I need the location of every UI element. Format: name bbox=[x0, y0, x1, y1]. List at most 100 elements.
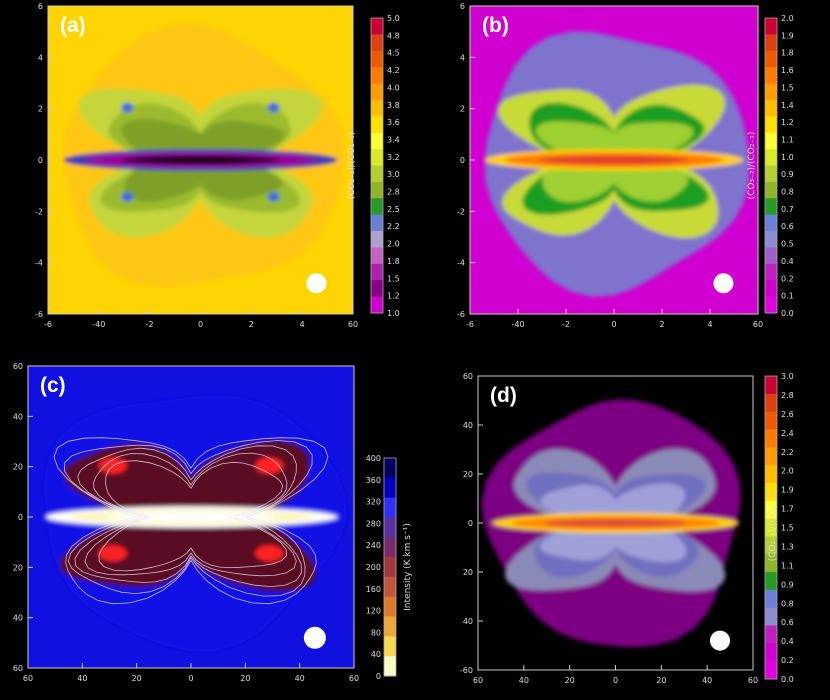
colorbar-segment bbox=[384, 557, 396, 578]
beam-marker bbox=[303, 626, 326, 649]
colorbar-tick-label: 280 bbox=[366, 519, 381, 528]
colorbar-segment bbox=[371, 214, 383, 232]
colorbar-segment bbox=[765, 165, 777, 183]
colorbar-tick-label: 0.6 bbox=[781, 618, 794, 627]
colorbar-segment bbox=[765, 447, 777, 466]
y-tick-label: 20 bbox=[463, 470, 473, 479]
colorbar-tick-label: 0.6 bbox=[781, 222, 794, 231]
colorbar-tick-label: 3.0 bbox=[387, 170, 400, 179]
colorbar-tick-label: 0.4 bbox=[781, 637, 794, 646]
colorbar-tick-label: 5.0 bbox=[387, 14, 400, 23]
colorbar-label: (CO₂₋₁)/(CO₁₋₀) bbox=[768, 494, 778, 562]
panel-d: (d) 60 40 20 0 20 40 60 60 40 20 0 20 40 -60 3.0 2.8 2.6 2… bbox=[460, 372, 794, 685]
colorbar-segment bbox=[384, 656, 396, 677]
colorbar-tick-label: 2.0 bbox=[781, 14, 794, 23]
colorbar-segment bbox=[765, 18, 777, 35]
colorbar-tick-label: 1.2 bbox=[387, 292, 400, 301]
colorbar-segment bbox=[384, 596, 396, 618]
colorbar-tick-label: 4.2 bbox=[387, 66, 400, 75]
y-tick-label: 6 bbox=[460, 2, 465, 11]
x-tick-label: 40 bbox=[77, 674, 87, 683]
intensity-map bbox=[48, 6, 353, 314]
colorbar-segment bbox=[765, 247, 777, 265]
x-tick-label: 0 bbox=[188, 674, 193, 683]
contour-line bbox=[84, 452, 297, 577]
x-tick-label: 0 bbox=[613, 676, 618, 685]
colorbar-segment bbox=[765, 231, 777, 248]
colorbar-segment bbox=[765, 296, 777, 314]
colorbar-label: (CO₃₋₂)/(CO₂₋₁) bbox=[747, 132, 757, 200]
colorbar-segment bbox=[371, 132, 383, 150]
x-tick-label: 60 bbox=[753, 320, 763, 329]
y-tick-label: 2 bbox=[38, 105, 43, 114]
colorbar-tick-label: 0 bbox=[376, 672, 381, 681]
colorbar: 3.0 2.8 2.6 2.4 2.2 2.0 1.9 1.7 1.5 1.3 1.1 0.9 0.8 0… bbox=[764, 372, 794, 684]
colorbar-tick-label: 4.8 bbox=[387, 31, 400, 40]
y-tick-label: -6 bbox=[35, 310, 43, 319]
colorbar-segment bbox=[371, 231, 383, 248]
emission-clump bbox=[98, 545, 127, 562]
nucleus bbox=[539, 155, 689, 165]
y-tick-label: 40 bbox=[463, 421, 473, 430]
colorbar-tick-label: 1.7 bbox=[781, 505, 794, 514]
colorbar-segment bbox=[765, 643, 777, 662]
colorbar-tick-label: 0.4 bbox=[781, 257, 794, 266]
colorbar-segment bbox=[371, 67, 383, 85]
x-tick-label: 60 bbox=[748, 676, 758, 685]
colorbar-segment bbox=[765, 99, 777, 117]
colorbar-segment bbox=[765, 572, 777, 591]
colorbar-label: (CO₂₋₁)/(CO₁₋₀) bbox=[347, 132, 357, 200]
panel-a: (a) -6 -40 -2 0 2 4 60 6 4 2 0 -2 -4 -6 5.0 4.8 4.5 4.2 4.0… bbox=[35, 2, 400, 329]
colorbar-segment bbox=[765, 132, 777, 150]
colorbar-segment bbox=[765, 263, 777, 281]
colorbar-tick-label: 0.1 bbox=[781, 292, 794, 301]
colorbar-segment bbox=[371, 34, 383, 52]
colorbar-tick-label: 2.8 bbox=[781, 391, 794, 400]
colorbar-tick-label: 1.4 bbox=[781, 101, 794, 110]
colorbar-segment bbox=[765, 518, 777, 537]
y-tick-label: 20 bbox=[13, 563, 23, 572]
colorbar-tick-label: 1.8 bbox=[387, 257, 400, 266]
nucleus bbox=[544, 518, 687, 528]
y-tick-label: 0 bbox=[468, 519, 473, 528]
beam-marker bbox=[713, 273, 734, 294]
colorbar-tick-label: 1.8 bbox=[781, 49, 794, 58]
colorbar-segment bbox=[765, 280, 777, 298]
colorbar-tick-label: 1.9 bbox=[781, 486, 794, 495]
colorbar-segment bbox=[765, 589, 777, 609]
colorbar-tick-label: 3.6 bbox=[387, 118, 400, 127]
intensity-map bbox=[478, 376, 753, 670]
colorbar-tick-label: 1.5 bbox=[387, 274, 400, 283]
x-tick-label: 40 bbox=[519, 676, 529, 685]
emission-clump bbox=[255, 545, 284, 562]
colorbar-tick-label: 0.5 bbox=[781, 240, 794, 249]
colorbar-segment bbox=[765, 482, 777, 502]
x-tick-label: 4 bbox=[707, 320, 712, 329]
colorbar-tick-label: 0.9 bbox=[781, 580, 794, 589]
panel-label: (c) bbox=[40, 374, 66, 397]
x-tick-label: 20 bbox=[240, 674, 250, 683]
colorbar-segment bbox=[371, 263, 383, 281]
colorbar-segment bbox=[765, 536, 777, 555]
colorbar-tick-label: 0.9 bbox=[781, 170, 794, 179]
colorbar-segment bbox=[765, 625, 777, 644]
colorbar-segment bbox=[765, 393, 777, 413]
y-tick-label: 0 bbox=[18, 513, 23, 522]
colorbar-tick-label: 0.2 bbox=[781, 274, 794, 283]
x-tick-label: 60 bbox=[349, 674, 359, 683]
colorbar-segment bbox=[371, 198, 383, 216]
colorbar-segment bbox=[371, 165, 383, 183]
colorbar-tick-label: 2.6 bbox=[781, 410, 794, 419]
colorbar-segment bbox=[765, 50, 777, 68]
colorbar-segment bbox=[765, 607, 777, 627]
y-tick-label: -4 bbox=[457, 259, 465, 268]
colorbar-tick-label: 2.4 bbox=[781, 429, 794, 438]
colorbar-segment bbox=[371, 83, 383, 101]
x-tick-label: 0 bbox=[198, 320, 203, 329]
x-tick-label: 20 bbox=[656, 676, 666, 685]
colorbar-tick-label: 4.0 bbox=[387, 83, 400, 92]
colorbar-segment bbox=[384, 477, 396, 499]
x-tick-label: 20 bbox=[132, 674, 142, 683]
colorbar-segment bbox=[384, 576, 396, 598]
y-tick-label: -4 bbox=[35, 259, 43, 268]
